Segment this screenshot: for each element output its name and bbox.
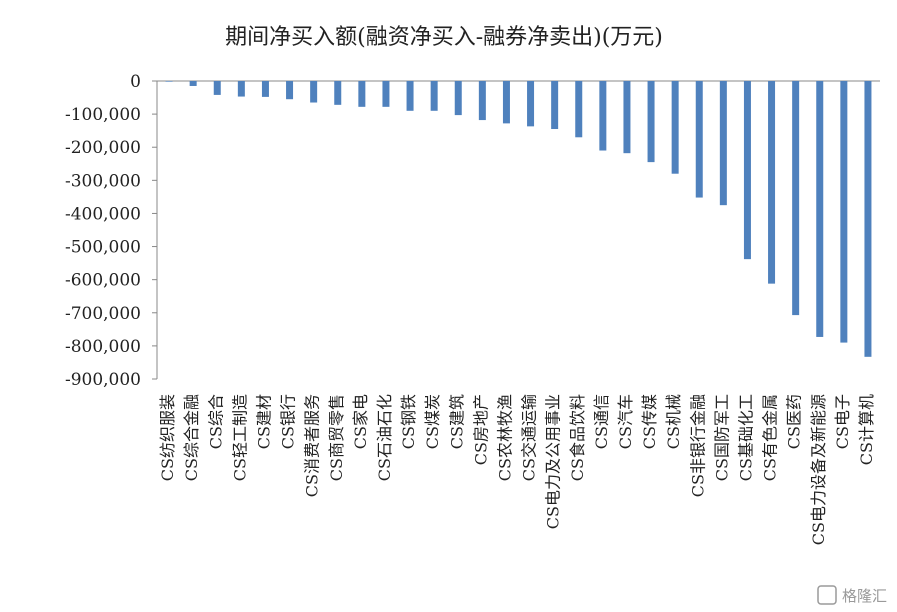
bar [719,81,727,206]
x-tick-label: CS轻工制造 [230,394,249,481]
x-tick-label: CS建筑 [447,394,466,449]
bar [840,81,848,343]
y-axis: 0 -100,000 -200,000 -300,000 -400,000 -500,00… [65,72,880,390]
bar [237,81,245,97]
bar [816,81,824,337]
chart-title: 期间净买入额(融资净买入-融券净卖出)(万元) [225,25,663,50]
bar [695,81,703,198]
watermark: 格隆汇 [817,585,887,605]
x-tick-label: CS国防军工 [712,394,731,481]
x-tick-label: CS计算机 [857,394,876,465]
bar [768,81,776,284]
bar [310,81,318,103]
x-tick-label: CS建材 [254,394,273,449]
bars [165,81,872,357]
x-tick-label: CS汽车 [616,394,635,449]
x-tick-label: CS通信 [592,394,611,449]
x-axis-labels: CS纺织服装 CS综合金融 CS综合 CS轻工制造 CS建材 CS银行 CS消费者服务 CS商… [158,394,876,545]
bar [671,81,679,174]
bar [189,81,197,86]
x-tick-label: CS家电 [351,394,370,449]
bar [382,81,390,107]
bar [454,81,462,116]
bar [430,81,438,111]
y-tick-label: -400,000 [65,204,141,224]
bar [478,81,486,121]
y-tick-label: -700,000 [65,304,141,324]
x-tick-label: CS基础化工 [736,394,755,481]
bar [213,81,221,95]
bar [165,81,173,82]
y-tick-label: -600,000 [65,271,141,291]
x-tick-label: CS电力及公用事业 [544,394,563,529]
x-tick-label: CS商贸零售 [327,394,346,481]
x-tick-label: CS综合金融 [182,394,201,481]
x-tick-label: CS传媒 [640,394,659,449]
bar [743,81,751,260]
bar [406,81,414,111]
bar [286,81,294,100]
y-tick-label: 0 [130,72,141,92]
x-tick-label: CS电子 [833,394,852,449]
x-tick-label: CS房地产 [471,394,490,465]
x-tick-label: CS电力设备及新能源 [809,394,828,545]
x-tick-label: CS医药 [785,394,804,449]
watermark-text: 格隆汇 [842,587,887,605]
x-tick-label: CS钢铁 [399,394,418,449]
y-tick-label: -800,000 [65,337,141,357]
x-tick-label: CS消费者服务 [303,394,322,497]
x-tick-label: CS综合 [206,394,225,449]
bar [551,81,559,130]
bar [334,81,342,105]
bar [647,81,655,163]
x-tick-label: CS食品饮料 [568,394,587,481]
bar [502,81,510,124]
x-tick-label: CS非银行金融 [688,394,707,497]
x-tick-label: CS煤炭 [423,394,442,449]
x-tick-label: CS有色金属 [761,394,780,481]
y-tick-label: -100,000 [65,105,141,125]
y-tick-label: -300,000 [65,171,141,191]
x-tick-label: CS石油石化 [375,394,394,481]
bar [599,81,607,151]
x-tick-label: CS银行 [279,394,298,449]
bar [792,81,800,316]
bar [575,81,583,138]
bar [527,81,535,127]
y-tick-label: -900,000 [65,370,141,390]
watermark-logo-icon [817,585,837,605]
bar [623,81,631,154]
y-tick-label: -200,000 [65,138,141,158]
bar [358,81,366,107]
bar [261,81,269,97]
bar [864,81,872,357]
x-tick-label: CS纺织服装 [158,394,177,481]
x-tick-label: CS农林牧渔 [495,394,514,481]
y-tick-label: -500,000 [65,238,141,258]
x-tick-label: CS机械 [664,394,683,449]
x-tick-label: CS交通运输 [520,394,539,481]
